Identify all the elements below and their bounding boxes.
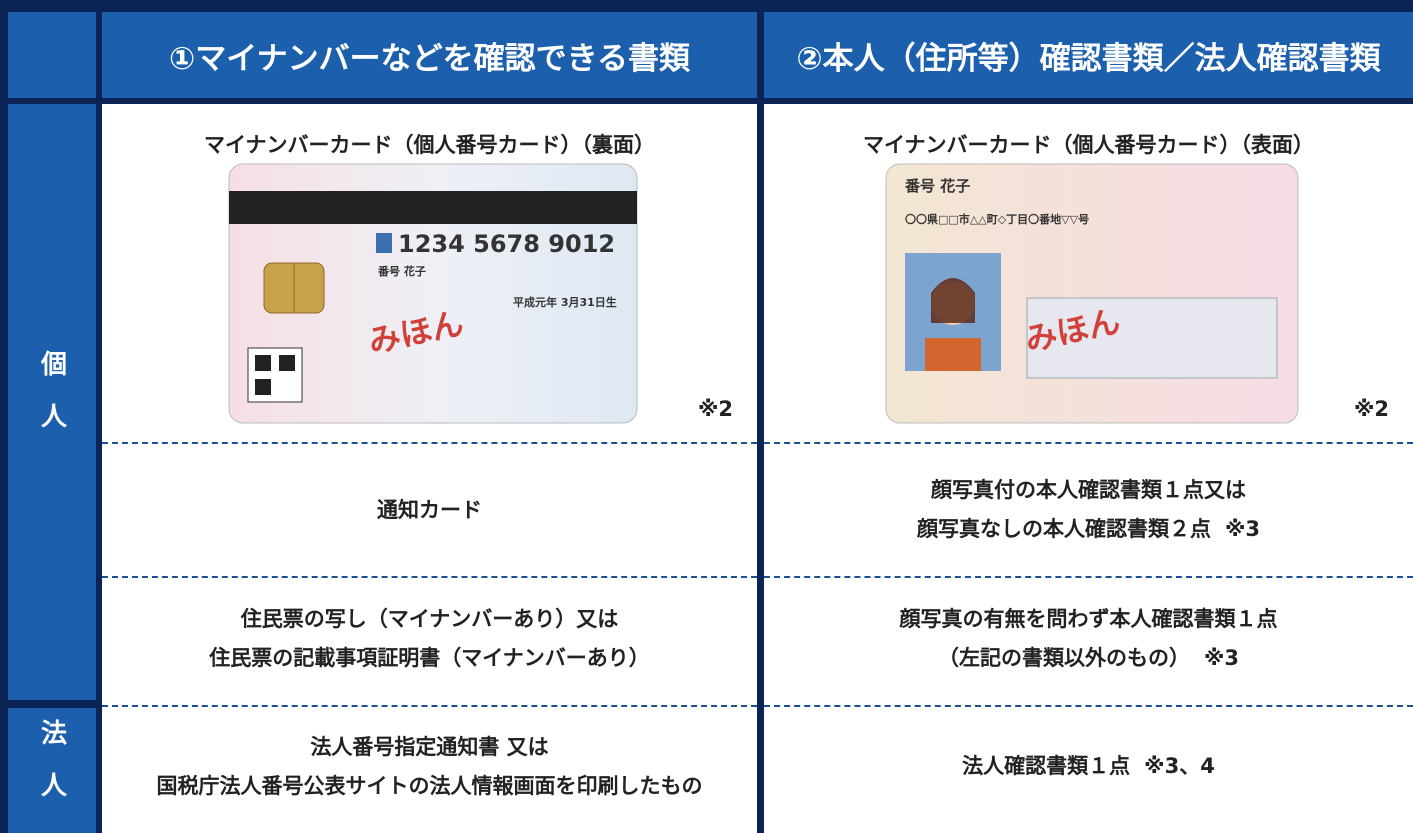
note: ※3、4 [1144, 754, 1215, 778]
row-divider [102, 442, 757, 444]
cell-line: 住民票の写し（マイナンバーあり）又は [240, 606, 619, 631]
note: ※2 [697, 397, 733, 421]
cell: 住民票の写し（マイナンバーあり）又は 住民票の記載事項証明書（マイナンバーあり） [102, 577, 757, 700]
row-divider [102, 576, 757, 578]
cell-line: 国税庁法人番号公表サイトの法人情報画面を印刷したもの [156, 773, 703, 798]
cell-line: 通知カード [377, 497, 482, 522]
cell-line: （左記の書類以外のもの） [937, 645, 1190, 670]
card-front: 番号 花子 〇〇県□□市△△町◇丁目〇番地▽▽号 みほん [885, 163, 1299, 424]
section-label: 個人 [8, 104, 96, 700]
cell: 顔写真付の本人確認書類１点又は 顔写真なしの本人確認書類２点 ※3 [764, 443, 1413, 577]
cell-line-wrap: 顔写真なしの本人確認書類２点 ※3 [917, 510, 1260, 549]
cell-line: 顔写真の有無を問わず本人確認書類１点 [899, 606, 1278, 631]
note: ※3 [1203, 645, 1240, 670]
card-cell: マイナンバーカード（個人番号カード）（表面） 番号 花子 〇〇県□□市△△町◇丁… [764, 104, 1413, 443]
note: ※3 [1224, 517, 1261, 541]
note: ※2 [1353, 397, 1389, 421]
row-divider [764, 705, 1413, 707]
column-header: ①マイナンバーなどを確認できる書類 [102, 12, 757, 98]
corner-cell [8, 12, 96, 98]
cell-line: 顔写真付の本人確認書類１点又は [931, 478, 1246, 502]
card-back: 1234 5678 9012 番号 花子 平成元年 3月31日生 みほん [228, 163, 638, 424]
cell: 法人確認書類１点 ※3、4 [764, 700, 1413, 833]
card-birth: 平成元年 3月31日生 [513, 295, 617, 309]
row-divider [764, 576, 1413, 578]
cell-line: 顔写真なしの本人確認書類２点 [916, 517, 1211, 541]
column-header: ②本人（住所等）確認書類／法人確認書類 [764, 12, 1413, 98]
cell-title: マイナンバーカード（個人番号カード）（裏面） [203, 133, 656, 157]
cell-line: 法人番号指定通知書 又は [310, 734, 549, 759]
cell-line: 法人確認書類１点 [962, 754, 1131, 778]
cell: 法人番号指定通知書 又は 国税庁法人番号公表サイトの法人情報画面を印刷したもの [102, 700, 757, 833]
card-cell: マイナンバーカード（個人番号カード）（裏面） 1234 5678 9012 番号… [102, 104, 757, 443]
card-address: 〇〇県□□市△△町◇丁目〇番地▽▽号 [905, 212, 1089, 226]
cell: 顔写真の有無を問わず本人確認書類１点 （左記の書類以外のもの） ※3 [764, 577, 1413, 700]
cell-line-wrap: 法人確認書類１点 ※3、4 [962, 747, 1215, 786]
cell: 通知カード [102, 443, 757, 577]
cell-line: 住民票の記載事項証明書（マイナンバーあり） [209, 645, 650, 670]
row-divider [102, 705, 757, 707]
cell-title: マイナンバーカード（個人番号カード）（表面） [862, 133, 1315, 157]
card-name: 番号 花子 [904, 177, 970, 195]
row-divider [764, 442, 1413, 444]
cell-line-wrap: （左記の書類以外のもの） ※3 [938, 639, 1239, 678]
card-number: 1234 5678 9012 [398, 230, 615, 258]
section-label: 法人 [8, 708, 96, 833]
card-name: 番号 花子 [377, 264, 426, 278]
